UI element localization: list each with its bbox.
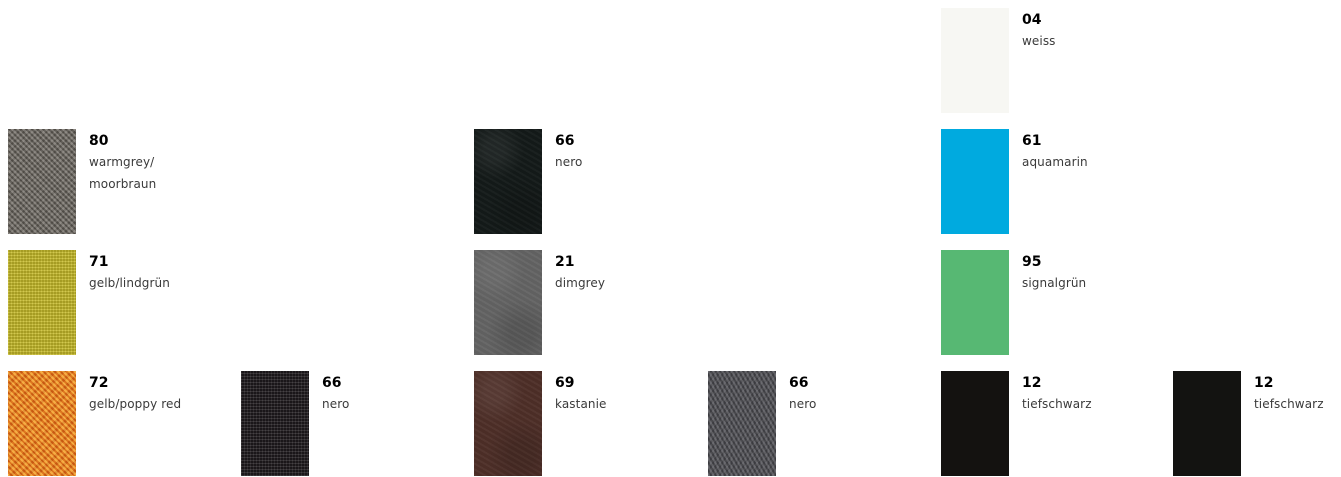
- swatch-name: tiefschwarz: [1254, 397, 1324, 411]
- swatch-code: 72: [89, 375, 109, 391]
- swatch-code: 21: [555, 254, 575, 270]
- swatch-chip: [708, 371, 776, 476]
- swatch-code: 04: [1022, 12, 1042, 28]
- swatch-95-signalgruen: 95 signalgrün: [941, 250, 1166, 355]
- swatch-69-kastanie: 69 kastanie: [474, 371, 699, 476]
- swatch-label: 61 aquamarin: [1022, 129, 1166, 173]
- swatch-chip: [941, 8, 1009, 113]
- swatch-name: weiss: [1022, 34, 1056, 48]
- swatch-12-tiefschwarz-2: 12 tiefschwarz: [1173, 371, 1341, 476]
- swatch-chip: [941, 129, 1009, 234]
- swatch-label: 66 nero: [789, 371, 933, 415]
- swatch-label: 71 gelb/lindgrün: [89, 250, 233, 294]
- swatch-code: 66: [322, 375, 342, 391]
- swatch-name: gelb/poppy red: [89, 397, 182, 411]
- swatch-chip: [1173, 371, 1241, 476]
- swatch-code: 71: [89, 254, 109, 270]
- swatch-name: signalgrün: [1022, 276, 1087, 290]
- swatch-66-nero: 66 nero: [474, 129, 699, 234]
- swatch-label: 12 tiefschwarz: [1022, 371, 1166, 415]
- swatch-name: nero: [555, 155, 583, 169]
- swatch-80-warmgrey-moorbraun: 80 warmgrey/ moorbraun: [8, 129, 233, 234]
- swatch-label: 66 nero: [322, 371, 466, 415]
- swatch-label: 69 kastanie: [555, 371, 699, 415]
- swatch-name: dimgrey: [555, 276, 606, 290]
- swatch-name: gelb/lindgrün: [89, 276, 170, 290]
- swatch-name: tiefschwarz: [1022, 397, 1092, 411]
- swatch-61-aquamarin: 61 aquamarin: [941, 129, 1166, 234]
- swatch-name-line-2: moorbraun: [89, 177, 157, 191]
- swatch-chip: [8, 129, 76, 234]
- swatch-chip: [941, 371, 1009, 476]
- swatch-code: 66: [555, 133, 575, 149]
- swatch-04-weiss: 04 weiss: [941, 8, 1166, 113]
- swatch-66-nero-mesh: 66 nero: [708, 371, 933, 476]
- swatch-71-gelb-lindgruen: 71 gelb/lindgrün: [8, 250, 233, 355]
- swatch-label: 72 gelb/poppy red: [89, 371, 233, 415]
- swatch-code: 61: [1022, 133, 1042, 149]
- swatch-label: 12 tiefschwarz: [1254, 371, 1341, 415]
- swatch-chip: [241, 371, 309, 476]
- swatch-label: 21 dimgrey: [555, 250, 699, 294]
- swatch-name: kastanie: [555, 397, 607, 411]
- swatch-name: aquamarin: [1022, 155, 1088, 169]
- swatch-label: 95 signalgrün: [1022, 250, 1166, 294]
- swatch-label: 66 nero: [555, 129, 699, 173]
- swatch-chip: [474, 129, 542, 234]
- swatch-code: 95: [1022, 254, 1042, 270]
- swatch-72-gelb-poppy-red: 72 gelb/poppy red: [8, 371, 233, 476]
- swatch-code: 12: [1254, 375, 1274, 391]
- swatch-12-tiefschwarz: 12 tiefschwarz: [941, 371, 1166, 476]
- swatch-name: warmgrey/: [89, 155, 155, 169]
- swatch-code: 66: [789, 375, 809, 391]
- swatch-chip: [474, 250, 542, 355]
- swatch-code: 12: [1022, 375, 1042, 391]
- swatch-chip: [474, 371, 542, 476]
- swatch-66-nero-fabric: 66 nero: [241, 371, 466, 476]
- swatch-name: nero: [789, 397, 817, 411]
- swatch-label: 80 warmgrey/ moorbraun: [89, 129, 233, 195]
- swatch-chip: [941, 250, 1009, 355]
- swatch-chip: [8, 250, 76, 355]
- swatch-name: nero: [322, 397, 350, 411]
- swatch-label: 04 weiss: [1022, 8, 1166, 52]
- swatch-chip: [8, 371, 76, 476]
- swatch-21-dimgrey: 21 dimgrey: [474, 250, 699, 355]
- swatch-code: 80: [89, 133, 109, 149]
- swatch-code: 69: [555, 375, 575, 391]
